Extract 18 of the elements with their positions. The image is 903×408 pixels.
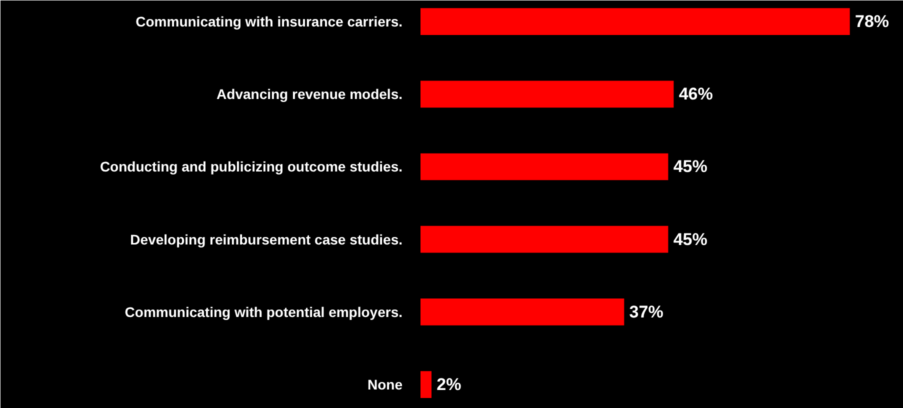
y-tick-label: Developing reimbursement case studies. [130, 231, 403, 248]
bar [420, 8, 850, 35]
data-label: 46% [678, 84, 713, 104]
data-label: 37% [629, 302, 664, 322]
data-label: 45% [673, 230, 708, 249]
y-tick-label: Communicating with potential employers. [124, 304, 403, 320]
data-label: 45% [673, 157, 708, 176]
bar [420, 226, 668, 253]
bar [420, 371, 432, 398]
y-tick-label: Communicating with insurance carriers. [136, 14, 403, 30]
bar [420, 298, 624, 326]
bar [420, 153, 668, 180]
data-label: 2% [436, 375, 462, 394]
data-label: 78% [854, 12, 890, 32]
bar [420, 80, 674, 108]
y-tick-label: Advancing revenue models. [216, 86, 403, 102]
y-tick-label: None [368, 376, 403, 393]
y-tick-label: Conducting and publicizing outcome studies. [100, 158, 403, 175]
